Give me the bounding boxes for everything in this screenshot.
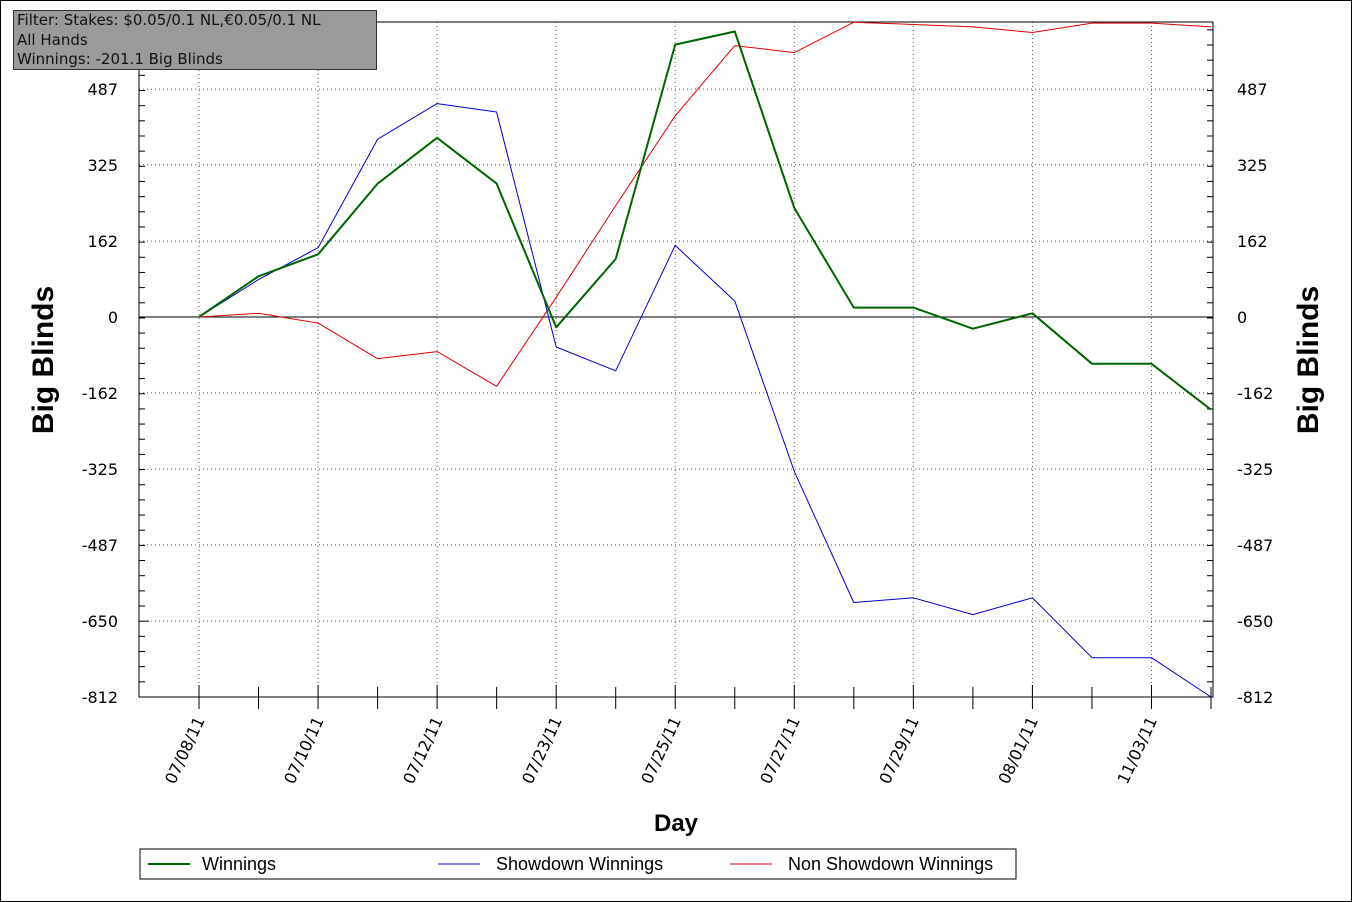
y-tick-label-right: 487 xyxy=(1237,80,1268,99)
y-tick-label-left: 0 xyxy=(108,308,118,327)
y-tick-label-right: -650 xyxy=(1237,612,1273,631)
plot-area-frame xyxy=(138,21,1214,698)
y-tick-label-left: 325 xyxy=(87,156,118,175)
y-tick-label-left: 487 xyxy=(87,80,118,99)
winnings-summary-text: Winnings: -201.1 Big Blinds xyxy=(17,50,223,68)
y-tick-label-left: -487 xyxy=(82,536,118,555)
y-tick-label-right: 0 xyxy=(1237,308,1247,327)
filter-stakes-text: Filter: Stakes: $0.05/0.1 NL,€0.05/0.1 N… xyxy=(17,11,321,29)
y-tick-label-left: -162 xyxy=(82,384,118,403)
y-tick-label-left: 162 xyxy=(87,232,118,251)
y-axis-title-left: Big Blinds xyxy=(27,286,60,434)
legend-label-winnings: Winnings xyxy=(202,854,276,874)
filter-hands-text: All Hands xyxy=(17,30,88,49)
y-tick-label-right: 325 xyxy=(1237,156,1268,175)
legend-label-non-showdown-winnings: Non Showdown Winnings xyxy=(788,854,993,874)
y-tick-label-right: -162 xyxy=(1237,384,1273,403)
series-line-non-showdown-winnings xyxy=(198,21,1212,387)
y-axis-title-right: Big Blinds xyxy=(1292,286,1325,434)
series-lines xyxy=(198,21,1212,698)
y-tick-label-left: -650 xyxy=(82,612,118,631)
series-line-winnings xyxy=(198,30,1212,411)
y-tick-label-right: -325 xyxy=(1237,460,1273,479)
legend: Winnings Showdown Winnings Non Showdown … xyxy=(139,848,1017,880)
filter-info-box: Filter: Stakes: $0.05/0.1 NL,€0.05/0.1 N… xyxy=(13,10,377,70)
series-line-showdown-winnings xyxy=(198,103,1212,698)
y-tick-label-right: -812 xyxy=(1237,688,1273,707)
y-tick-label-right: 162 xyxy=(1237,232,1268,251)
y-tick-label-left: -325 xyxy=(82,460,118,479)
legend-label-showdown-winnings: Showdown Winnings xyxy=(496,854,663,874)
y-tick-label-left: -812 xyxy=(82,688,118,707)
x-axis-title: Day xyxy=(654,810,699,837)
y-tick-label-right: -487 xyxy=(1237,536,1273,555)
legend-box xyxy=(139,848,1017,880)
